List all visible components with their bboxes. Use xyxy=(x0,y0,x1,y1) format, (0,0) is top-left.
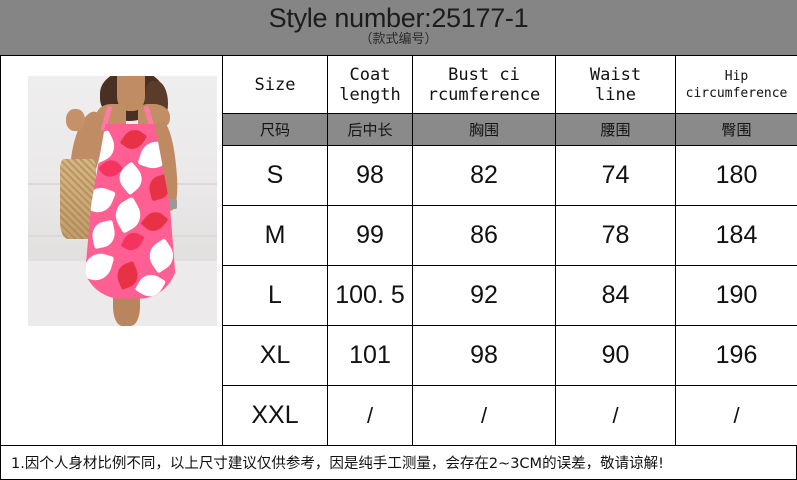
cell-waist: 90 xyxy=(555,325,676,386)
product-photo-cell: Picture xyxy=(0,55,223,446)
header-size-en: Size xyxy=(222,55,328,114)
cell-waist: 84 xyxy=(555,265,676,326)
header-row-chinese: 尺码 后中长 胸围 腰围 臀围 xyxy=(1,113,797,146)
cell-hip: 190 xyxy=(675,265,797,326)
page-title: Style number:25177-1 xyxy=(268,3,529,33)
cell-waist: 78 xyxy=(555,205,676,266)
table-row: L 100. 5 92 84 190 xyxy=(1,265,797,326)
cell-coat-length: 99 xyxy=(327,205,413,266)
measurement-note: 1.因个人身材比例不同，以上尺寸建议仅供参考，因是纯手工测量，会存在2~3CM的… xyxy=(0,445,797,480)
header-coat-length-line2: length xyxy=(339,84,401,105)
header-hip-line1: Hip xyxy=(724,68,749,84)
header-size-cn: 尺码 xyxy=(222,113,328,146)
header-waist-en: Waist line xyxy=(555,55,676,114)
table-row: S 98 82 74 180 xyxy=(1,145,797,206)
cell-hip: / xyxy=(675,385,797,446)
header-bust-en: Bust ci rcumference xyxy=(412,55,556,114)
header-waist-line1: Waist xyxy=(589,64,642,85)
cell-hip: 184 xyxy=(675,205,797,266)
title-band: Style number:25177-1 （款式编号） xyxy=(0,0,797,55)
header-hip-cn: 臀围 xyxy=(675,113,797,146)
cell-size: L xyxy=(222,265,328,326)
header-bust-line1: Bust ci xyxy=(448,64,520,85)
table-row: XL 101 98 90 196 xyxy=(1,325,797,386)
cell-coat-length: 100. 5 xyxy=(327,265,413,326)
header-size-en-text: Size xyxy=(254,74,296,95)
header-row-english: Picture xyxy=(0,55,797,446)
photo-model-hand-left xyxy=(65,108,85,131)
header-waist-line2: line xyxy=(595,84,636,105)
cell-waist: / xyxy=(555,385,676,446)
header-hip-line2: circumference xyxy=(685,85,788,101)
header-bust-line2: rcumference xyxy=(427,84,541,105)
header-coat-length-line1: Coat xyxy=(349,64,391,85)
table-row: XXL / / / / xyxy=(1,385,797,446)
page-subtitle: （款式编号） xyxy=(359,32,438,47)
cell-coat-length: / xyxy=(327,385,413,446)
cell-size: XXL xyxy=(222,385,328,446)
header-waist-cn: 腰围 xyxy=(555,113,676,146)
size-chart-table: Picture xyxy=(0,55,797,446)
cell-size: XL xyxy=(222,325,328,386)
header-coat-length-en: Coat length xyxy=(327,55,413,114)
product-photo xyxy=(28,76,217,326)
cell-bust: / xyxy=(412,385,556,446)
header-bust-cn: 胸围 xyxy=(412,113,556,146)
cell-bust: 98 xyxy=(412,325,556,386)
cell-waist: 74 xyxy=(555,145,676,206)
cell-coat-length: 101 xyxy=(327,325,413,386)
measurement-note-text: 1.因个人身材比例不同，以上尺寸建议仅供参考，因是纯手工测量，会存在2~3CM的… xyxy=(11,456,664,472)
cell-bust: 82 xyxy=(412,145,556,206)
cell-coat-length: 98 xyxy=(327,145,413,206)
cell-bust: 92 xyxy=(412,265,556,326)
header-coat-length-cn: 后中长 xyxy=(327,113,413,146)
cell-hip: 180 xyxy=(675,145,797,206)
cell-bust: 86 xyxy=(412,205,556,266)
cell-hip: 196 xyxy=(675,325,797,386)
header-hip-en: Hip circumference xyxy=(675,55,797,114)
cell-size: S xyxy=(222,145,328,206)
cell-size: M xyxy=(222,205,328,266)
